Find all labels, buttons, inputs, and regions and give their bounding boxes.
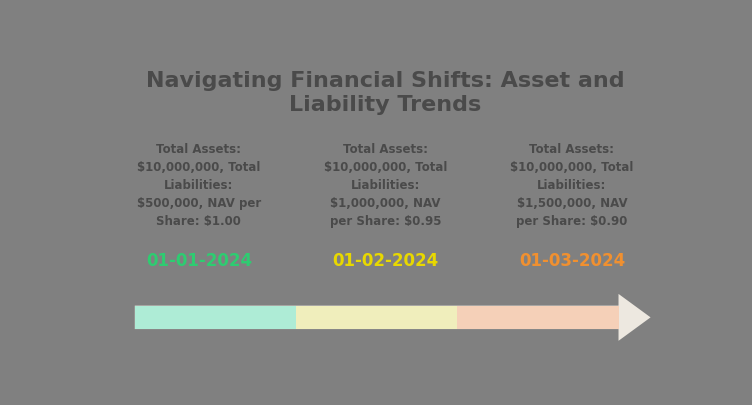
Text: 01-02-2024: 01-02-2024: [332, 252, 438, 270]
FancyBboxPatch shape: [135, 306, 296, 329]
Text: Navigating Financial Shifts: Asset and
Liability Trends: Navigating Financial Shifts: Asset and L…: [146, 70, 625, 115]
Text: Total Assets:
$10,000,000, Total
Liabilities:
$1,500,000, NAV
per Share: $0.90: Total Assets: $10,000,000, Total Liabili…: [510, 142, 634, 227]
FancyBboxPatch shape: [457, 306, 618, 329]
Text: Total Assets:
$10,000,000, Total
Liabilities:
$500,000, NAV per
Share: $1.00: Total Assets: $10,000,000, Total Liabili…: [137, 142, 261, 227]
Text: 01-03-2024: 01-03-2024: [519, 252, 625, 270]
Text: Total Assets:
$10,000,000, Total
Liabilities:
$1,000,000, NAV
per Share: $0.95: Total Assets: $10,000,000, Total Liabili…: [323, 142, 447, 227]
FancyArrow shape: [135, 294, 650, 341]
Text: 01-01-2024: 01-01-2024: [146, 252, 252, 270]
FancyBboxPatch shape: [296, 306, 457, 329]
